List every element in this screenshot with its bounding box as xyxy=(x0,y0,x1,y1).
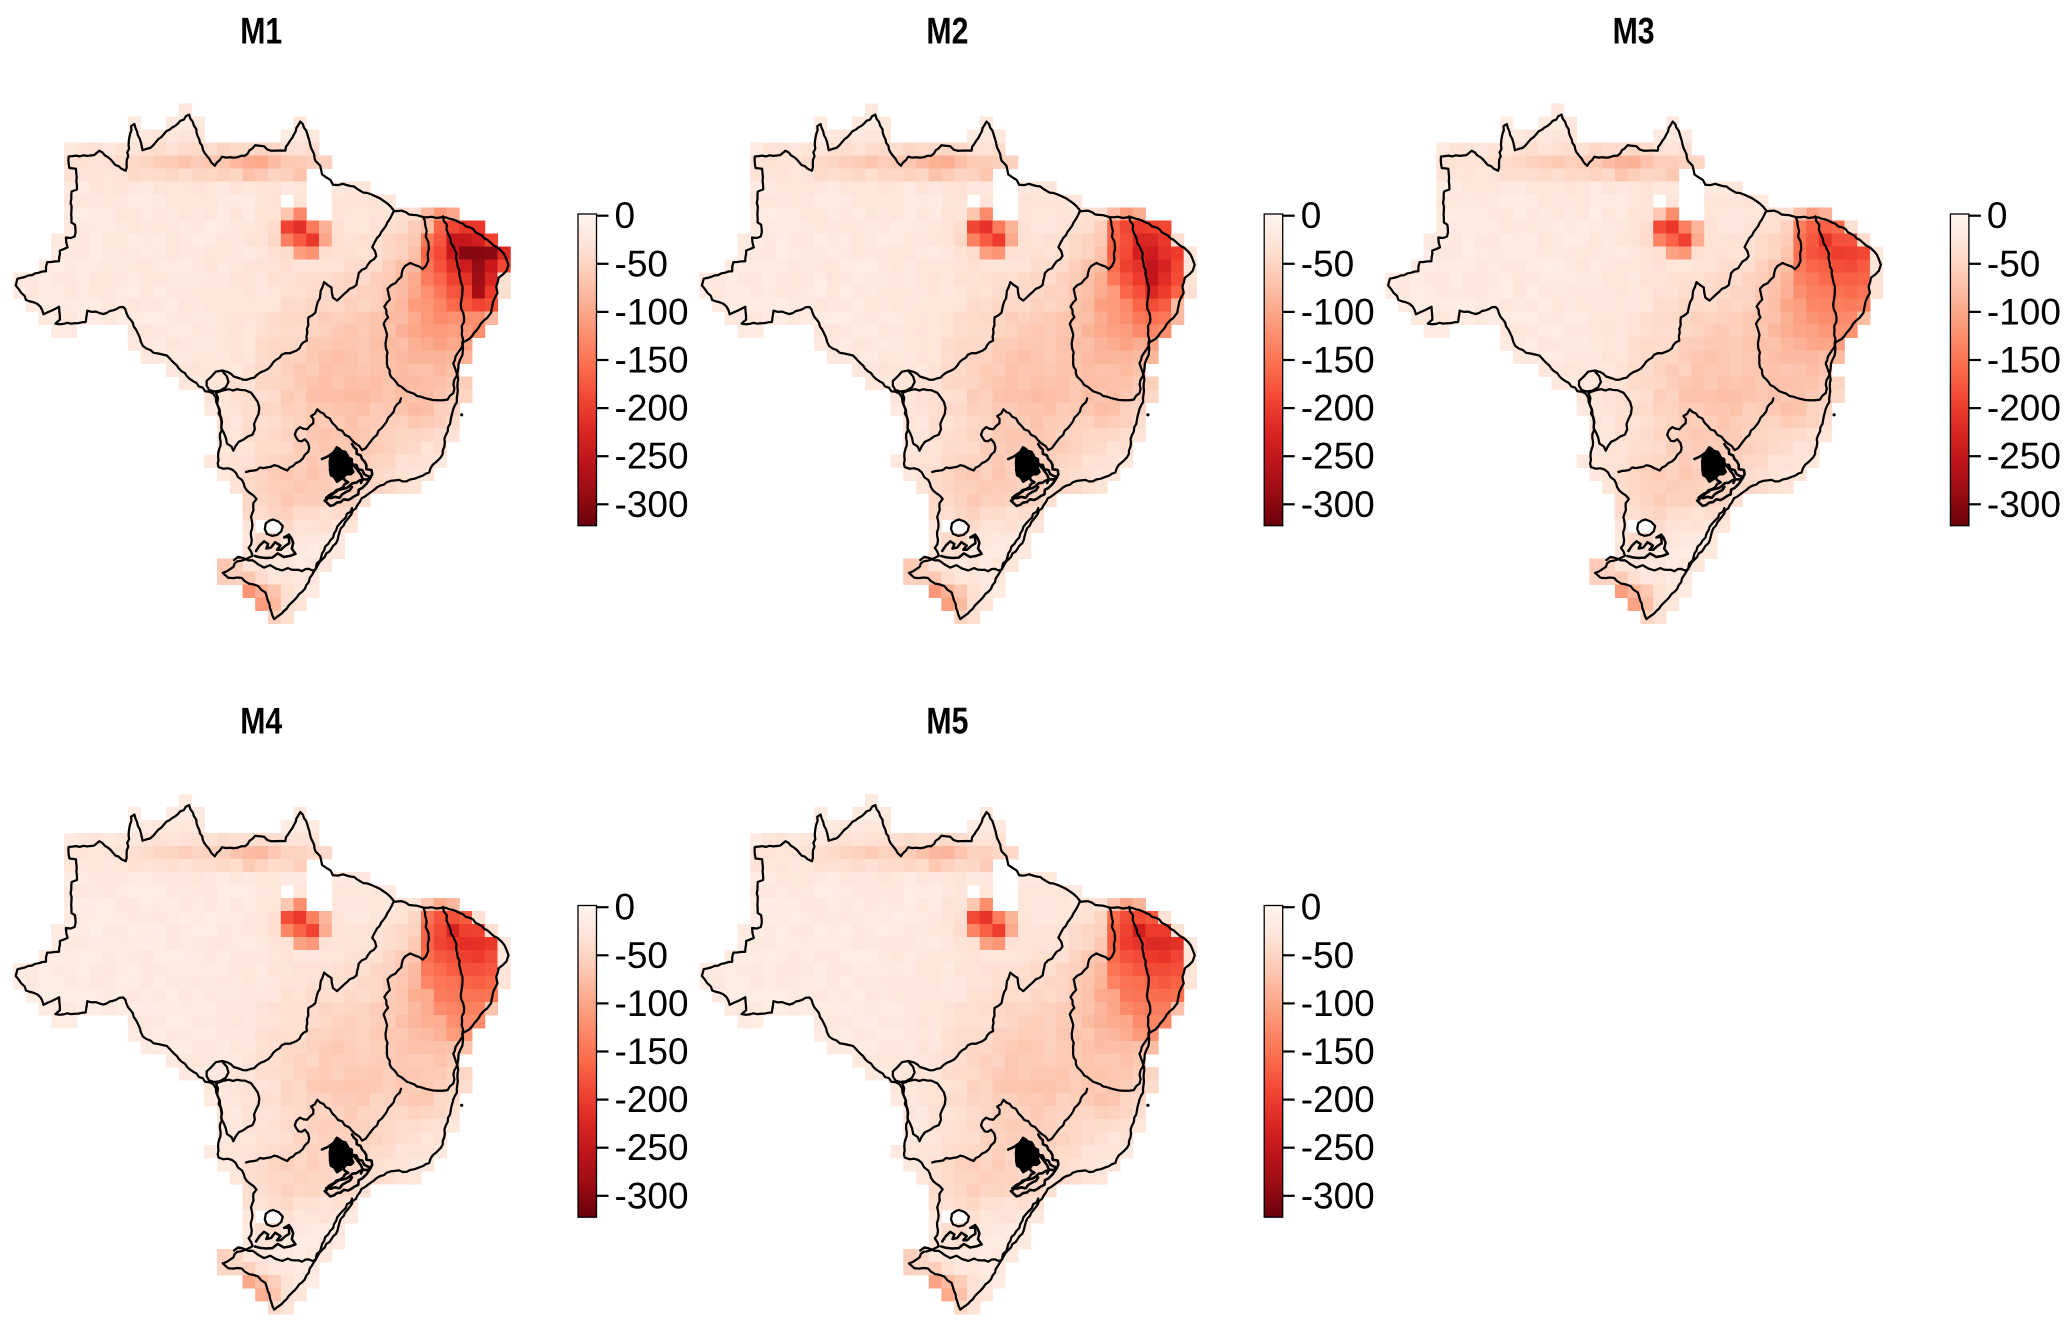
svg-text:M4: M4 xyxy=(240,701,282,742)
svg-text:M5: M5 xyxy=(926,701,968,742)
svg-text:M1: M1 xyxy=(240,11,282,52)
svg-text:M3: M3 xyxy=(1613,11,1655,52)
svg-text:M2: M2 xyxy=(926,11,968,52)
